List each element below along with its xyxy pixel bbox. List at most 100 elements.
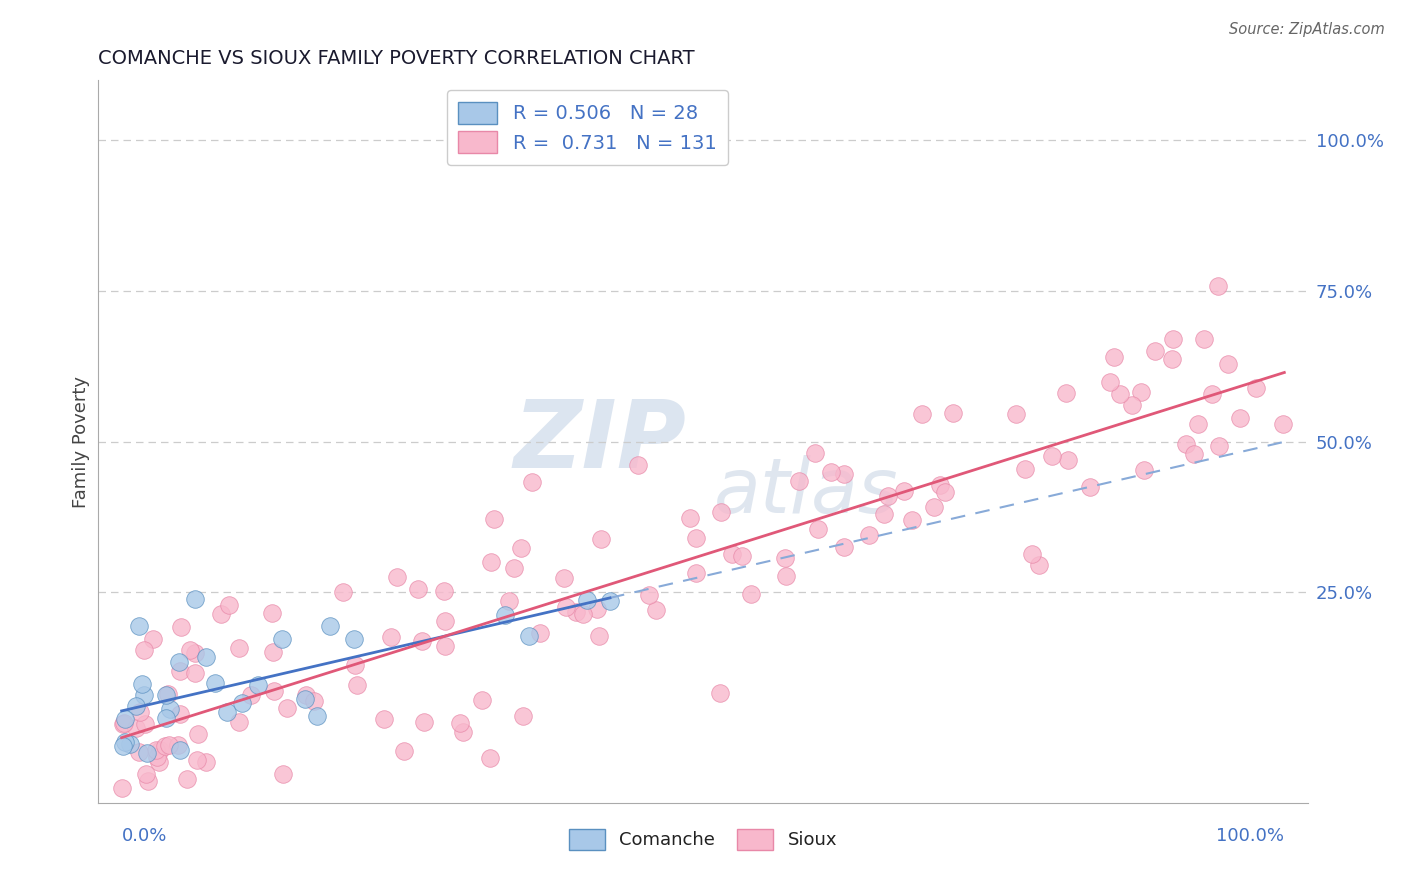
Point	[565, 605, 588, 619]
Point	[136, 774, 159, 789]
Point	[343, 632, 366, 646]
Point	[167, 655, 190, 669]
Point	[1040, 449, 1063, 463]
Point	[194, 756, 217, 770]
Point	[332, 585, 354, 599]
Point	[433, 583, 456, 598]
Point	[346, 678, 368, 692]
Point	[591, 533, 613, 547]
Point	[451, 724, 474, 739]
Point	[153, 739, 176, 754]
Point	[142, 632, 165, 647]
Point	[129, 705, 152, 719]
Point	[479, 555, 502, 569]
Text: 0.0%: 0.0%	[122, 827, 167, 845]
Point	[112, 717, 135, 731]
Point	[394, 744, 416, 758]
Point	[1187, 417, 1209, 432]
Point	[271, 767, 294, 781]
Point	[1098, 375, 1121, 389]
Point	[406, 582, 429, 597]
Point	[294, 692, 316, 706]
Point	[380, 630, 402, 644]
Point	[934, 484, 956, 499]
Point	[731, 549, 754, 563]
Point	[1161, 332, 1184, 346]
Point	[585, 602, 607, 616]
Point	[156, 808, 179, 822]
Point	[498, 594, 520, 608]
Point	[120, 737, 142, 751]
Point	[343, 657, 366, 672]
Point	[901, 513, 924, 527]
Point	[503, 560, 526, 574]
Point	[231, 697, 253, 711]
Point	[184, 665, 207, 680]
Point	[187, 727, 209, 741]
Point	[872, 508, 894, 522]
Point	[412, 715, 434, 730]
Point	[773, 550, 796, 565]
Point	[685, 531, 707, 545]
Point	[1244, 381, 1267, 395]
Point	[832, 467, 855, 481]
Point	[1218, 357, 1240, 371]
Point	[134, 717, 156, 731]
Point	[1272, 417, 1295, 431]
Point	[112, 715, 135, 730]
Point	[131, 676, 153, 690]
Point	[1108, 387, 1130, 401]
Point	[517, 629, 540, 643]
Point	[373, 712, 395, 726]
Point	[276, 700, 298, 714]
Point	[149, 742, 172, 756]
Point	[136, 746, 159, 760]
Point	[637, 588, 659, 602]
Point	[893, 484, 915, 499]
Point	[262, 645, 284, 659]
Point	[1208, 439, 1230, 453]
Point	[1229, 410, 1251, 425]
Point	[263, 683, 285, 698]
Point	[876, 489, 898, 503]
Point	[218, 599, 240, 613]
Point	[271, 632, 294, 646]
Point	[482, 511, 505, 525]
Point	[262, 606, 284, 620]
Point	[411, 634, 433, 648]
Text: COMANCHE VS SIOUX FAMILY POVERTY CORRELATION CHART: COMANCHE VS SIOUX FAMILY POVERTY CORRELA…	[98, 48, 695, 68]
Point	[246, 677, 269, 691]
Text: atlas: atlas	[713, 455, 898, 529]
Point	[553, 571, 575, 585]
Point	[512, 708, 534, 723]
Point	[1174, 437, 1197, 451]
Point	[294, 688, 316, 702]
Point	[169, 620, 191, 634]
Point	[820, 466, 842, 480]
Point	[575, 592, 598, 607]
Point	[710, 505, 733, 519]
Point	[304, 694, 326, 708]
Point	[156, 687, 179, 701]
Point	[194, 649, 217, 664]
Point	[186, 753, 208, 767]
Point	[1028, 558, 1050, 572]
Point	[522, 475, 544, 490]
Legend: Comanche, Sioux: Comanche, Sioux	[560, 820, 846, 859]
Point	[554, 599, 576, 614]
Point	[1201, 386, 1223, 401]
Point	[155, 689, 177, 703]
Point	[858, 528, 880, 542]
Text: Source: ZipAtlas.com: Source: ZipAtlas.com	[1229, 22, 1385, 37]
Point	[1104, 350, 1126, 364]
Point	[1192, 333, 1215, 347]
Point	[148, 755, 170, 769]
Point	[721, 547, 744, 561]
Point	[1054, 386, 1077, 401]
Point	[588, 629, 610, 643]
Point	[128, 619, 150, 633]
Point	[433, 614, 456, 628]
Point	[228, 715, 250, 730]
Point	[155, 711, 177, 725]
Point	[1132, 463, 1154, 477]
